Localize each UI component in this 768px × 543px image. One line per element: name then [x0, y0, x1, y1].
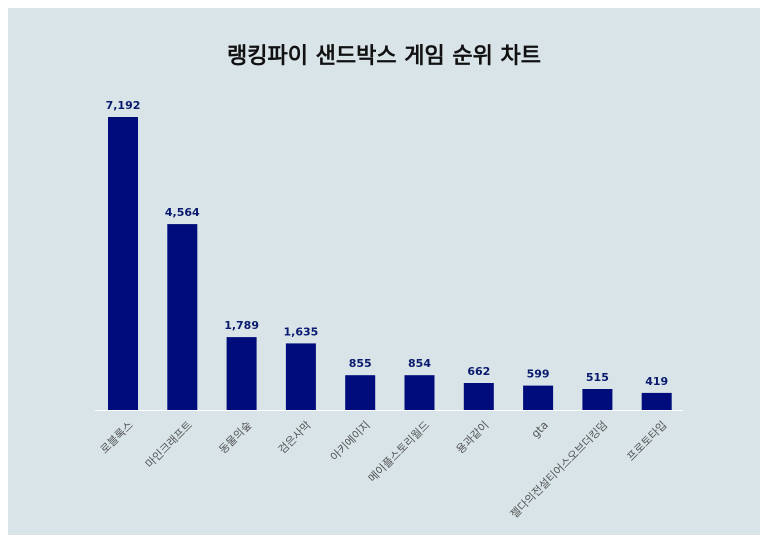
chart-title: 랭킹파이 샌드박스 게임 순위 차트	[227, 44, 541, 69]
x-tick-label: 아키에이지	[328, 419, 373, 464]
data-label: 7,192	[106, 99, 141, 112]
bar	[404, 375, 435, 410]
bar	[463, 383, 494, 410]
bar	[523, 385, 554, 410]
bar	[582, 389, 613, 410]
bar	[226, 337, 257, 410]
x-tick-label: 마인크래프트	[143, 419, 195, 471]
bar	[641, 392, 672, 410]
data-label: 419	[645, 375, 668, 388]
x-tick-label: 메이플스토리월드	[366, 419, 432, 485]
x-tick-label: 젤다의전설티어스오브더킹덤	[508, 419, 610, 521]
x-tick-label: gta	[529, 419, 551, 441]
bar	[108, 117, 138, 410]
x-tick-label: 용과같이	[454, 419, 492, 457]
data-label: 4,564	[165, 206, 200, 219]
data-label: 854	[408, 357, 431, 370]
data-label: 1,635	[284, 325, 319, 338]
data-label: 662	[467, 365, 490, 378]
x-tick-label: 로블록스	[98, 419, 136, 457]
bar	[167, 224, 198, 410]
bar	[345, 375, 376, 410]
data-label: 855	[349, 357, 372, 370]
x-tick-label: 동물의숲	[217, 419, 255, 457]
bar	[285, 343, 316, 410]
data-label: 515	[586, 371, 609, 384]
x-tick-label: 검은사막	[276, 419, 314, 457]
data-label: 599	[527, 368, 550, 381]
data-label: 1,789	[224, 319, 259, 332]
x-tick-label: 프로토타입	[624, 419, 669, 464]
